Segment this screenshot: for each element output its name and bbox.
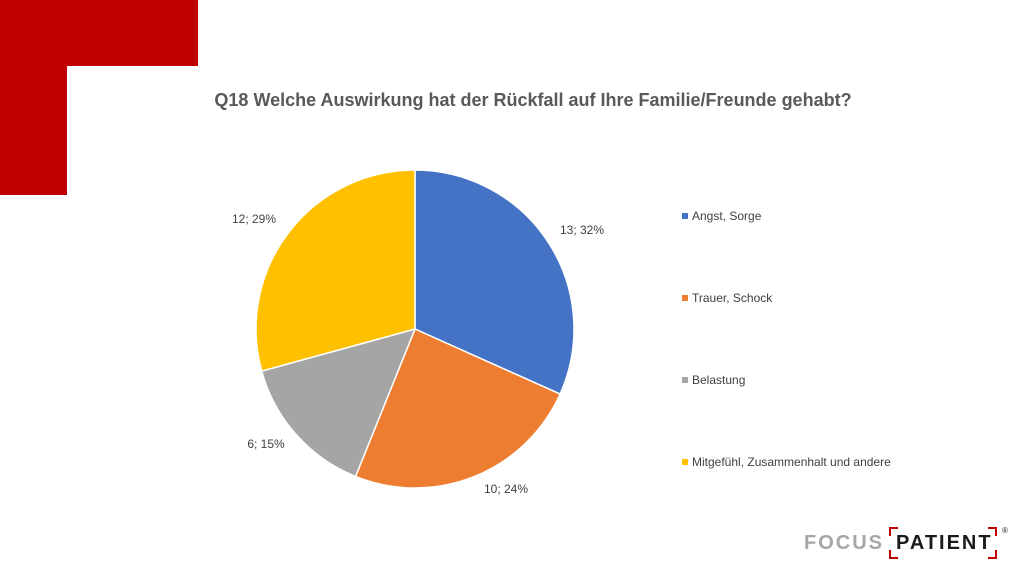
logo-bracket-icon [889,527,997,559]
pie-slice-4 [255,169,416,373]
legend-label-3: Belastung [692,373,746,387]
legend-item-4: Mitgefühl, Zusammenhalt und andere [682,454,891,470]
pie-slice-2 [354,327,562,489]
legend-item-1: Angst, Sorge [682,208,761,224]
corner-decoration [0,0,198,195]
logo-text-patient: PATIENT [896,532,993,554]
legend-swatch-4 [682,458,688,465]
data-label-2: 10; 24% [484,482,528,496]
pie-slice-3 [260,327,417,478]
legend-item-3: Belastung [682,372,745,388]
corner-l-shape [0,0,198,195]
legend-swatch-2 [682,294,688,301]
pie-slice-1 [414,169,575,396]
legend-item-2: Trauer, Schock [682,290,772,306]
data-label-3: 6; 15% [247,437,285,451]
logo-text-focus: FOCUS [804,532,884,554]
focus-patient-logo: FOCUS PATIENT ® [804,526,1016,566]
legend-label-2: Trauer, Schock [692,291,773,305]
legend-label-4: Mitgefühl, Zusammenhalt und andere [692,455,891,469]
logo-registered-mark: ® [1002,526,1008,535]
legend-swatch-1 [682,212,688,219]
legend-label-1: Angst, Sorge [692,209,762,223]
chart-title: Q18 Welche Auswirkung hat der Rückfall a… [214,90,852,110]
legend-swatch-3 [682,376,688,383]
data-label-4: 12; 29% [232,212,276,226]
data-label-1: 13; 32% [560,223,604,237]
